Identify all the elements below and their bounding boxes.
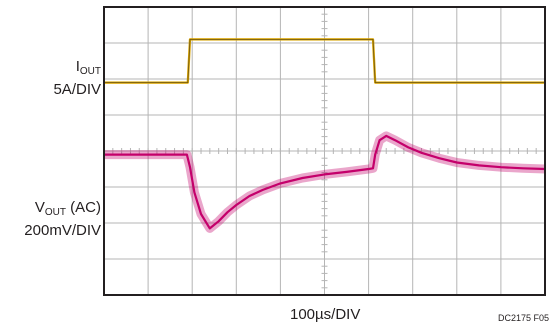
iout-label-sub: OUT [79, 66, 101, 77]
vout-label-main: V [34, 199, 45, 216]
scope-traces [104, 38, 546, 233]
vout-label: VOUT (AC) 200mV/DIV [24, 199, 101, 240]
vout-label-suffix: (AC) [66, 199, 101, 216]
trace-iout-core [104, 39, 545, 83]
iout-label: IOUT 5A/DIV [53, 58, 101, 99]
time-scale-label: 100µs/DIV [290, 306, 361, 323]
iout-scale-label: 5A/DIV [53, 81, 101, 98]
trace-vout [104, 134, 546, 230]
scope-frame [103, 6, 546, 296]
figure-id: DC2175 F05 [497, 313, 549, 323]
vout-label-sub: OUT [44, 207, 66, 218]
scope-grid [103, 6, 546, 296]
iout-label-main: I [75, 58, 80, 75]
vout-scale-label: 200mV/DIV [24, 222, 101, 239]
